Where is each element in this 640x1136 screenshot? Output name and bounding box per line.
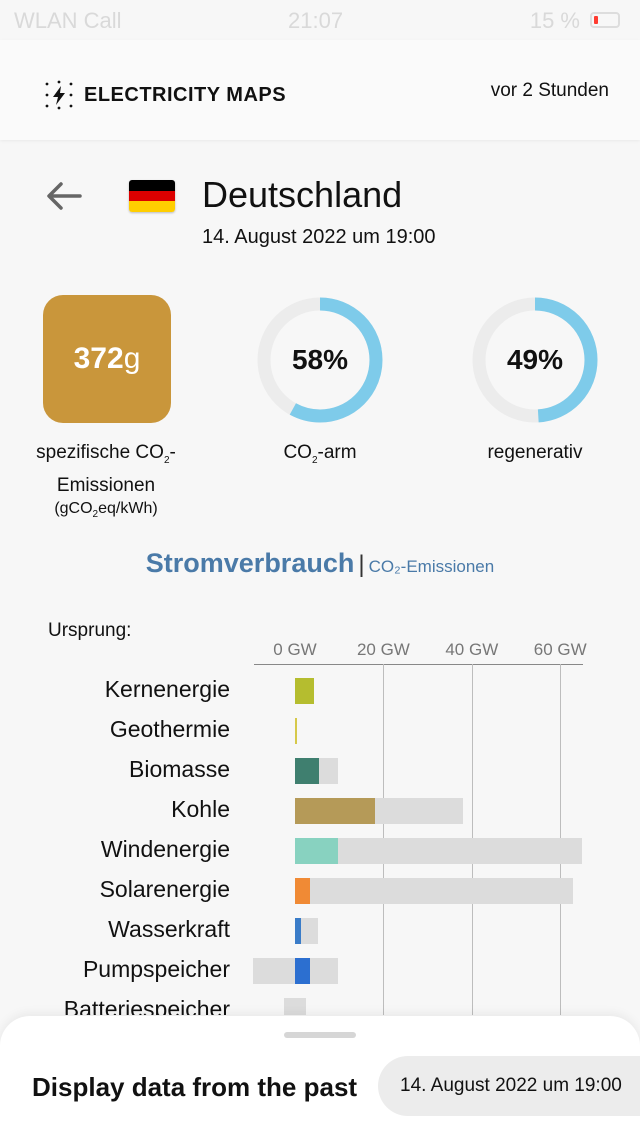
battery-percent: 15 %	[529, 8, 580, 33]
production-bar	[295, 718, 297, 744]
clock: 21:07	[288, 8, 344, 33]
category-label[interactable]: Batteriespeicher	[63, 996, 230, 1015]
brand-name: ELECTRICITY MAPS	[84, 83, 287, 106]
capacity-bar	[295, 838, 583, 864]
origin-label: Ursprung:	[48, 620, 132, 641]
category-label[interactable]: Solarenergie	[99, 876, 230, 902]
x-tick-label: 20 GW	[356, 640, 410, 659]
flag-stripe	[129, 180, 175, 191]
flag-stripe	[129, 201, 175, 212]
carbon-intensity-label: spezifische CO2-Emissionen (gCO2eq/kWh)	[6, 440, 206, 526]
x-axis-line	[254, 664, 583, 665]
production-bar	[295, 918, 302, 944]
renewable-label: regenerativ	[487, 442, 583, 463]
carrier-label: WLAN Call	[14, 8, 122, 33]
category-label[interactable]: Wasserkraft	[108, 916, 230, 942]
production-bar	[295, 798, 375, 824]
consumption-toggle[interactable]: Stromverbrauch	[145, 548, 355, 578]
renewable-value: 49%	[506, 344, 564, 375]
lightning-logo-icon	[45, 80, 73, 110]
production-bar	[295, 878, 311, 904]
switch-separator: |	[358, 551, 365, 578]
date-picker-button[interactable]: 14. August 2022 um 19:00	[378, 1056, 640, 1116]
sheet-drag-handle[interactable]	[284, 1032, 356, 1038]
status-bar: WLAN Call 21:07 15 %	[0, 0, 640, 40]
app-header: ELECTRICITY MAPS vor 2 Stunden	[0, 40, 640, 140]
low-carbon-value: 58%	[291, 344, 349, 375]
capacity-bar	[295, 878, 574, 904]
zone-datetime: 14. August 2022 um 19:00	[202, 226, 436, 248]
category-label[interactable]: Geothermie	[109, 716, 230, 742]
flag-stripe	[129, 190, 175, 202]
carbon-intensity-value: 372	[73, 342, 124, 375]
production-bar	[295, 838, 339, 864]
production-bar	[295, 958, 311, 984]
sheet-title: Display data from the past	[32, 1072, 358, 1102]
view-switch: Stromverbrauch | CO₂-Emissionen	[0, 548, 640, 579]
low-carbon-gauge[interactable]: 58%	[255, 295, 385, 425]
category-label[interactable]: Biomasse	[129, 756, 230, 782]
category-label[interactable]: Kohle	[171, 796, 230, 822]
production-bar	[295, 678, 314, 704]
carbon-intensity-box[interactable]: 372 g	[43, 295, 171, 423]
x-tick-label: 60 GW	[533, 640, 587, 659]
x-tick-label: 40 GW	[445, 640, 499, 659]
carbon-intensity-unit: g	[123, 342, 141, 375]
renewable-gauge[interactable]: 49%	[470, 295, 600, 425]
category-label[interactable]: Kernenergie	[104, 676, 230, 702]
low-carbon-label: CO2-arm	[283, 442, 357, 466]
capacity-bar	[284, 998, 307, 1015]
emissions-toggle[interactable]: CO₂-Emissionen	[368, 557, 495, 576]
back-arrow-icon[interactable]	[44, 176, 84, 216]
category-label[interactable]: Windenergie	[100, 836, 230, 862]
battery-icon	[590, 12, 620, 28]
carbon-intensity-unit-label: (gCO2eq/kWh)	[54, 499, 158, 520]
zone-name: Deutschland	[202, 174, 403, 215]
germany-flag-icon	[129, 180, 175, 212]
production-chart: 0 GW 20 GW 40 GW 60 GW Kernenergie Geothermie…	[0, 630, 640, 1015]
production-bar	[295, 758, 319, 784]
last-updated: vor 2 Stunden	[490, 80, 609, 101]
category-label[interactable]: Pumpspeicher	[82, 956, 230, 982]
history-sheet[interactable]: Display data from the past 14. August 20…	[0, 1016, 640, 1136]
x-tick-label: 0 GW	[273, 640, 317, 659]
brand-logo[interactable]: ELECTRICITY MAPS	[44, 80, 286, 110]
